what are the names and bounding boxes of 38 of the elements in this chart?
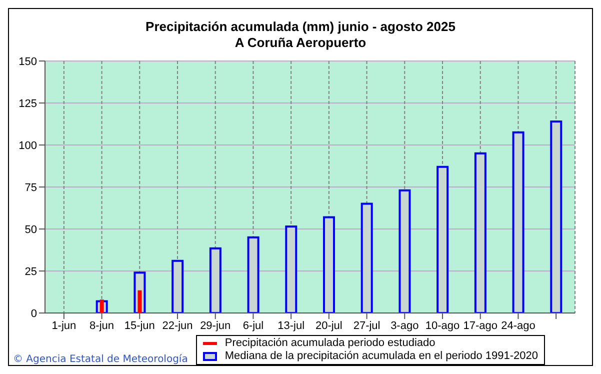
y-tick-label: 100 [18,140,37,152]
x-tick-label: 17-ago [463,320,498,332]
x-tick-label: 29-jun [200,320,231,332]
bar [285,225,298,313]
bar [550,120,562,313]
bar [100,300,104,313]
x-tick-label: 15-jun [124,320,155,332]
text: © Agencia Estatal de Meteorología [13,354,188,365]
bar [172,260,184,313]
y-tick-label: 125 [18,98,37,110]
x-tick-label: 8-jun [90,320,114,332]
x-tick-label: 6-jul [242,320,264,332]
x-tick-label: 13-jul [278,320,305,332]
x-tick-label: 20-jul [315,320,342,332]
x-tick-label: 22-jun [162,320,193,332]
chart-title: Precipitación acumulada (mm) junio - agosto 2025 [144,19,456,35]
y-tick-label: 0 [30,308,37,320]
bar [209,247,222,313]
y-tick-label: 50 [24,224,37,236]
bar [138,290,142,313]
bar [512,131,524,313]
chart-subtitle: A Coruña Aeropuerto [234,35,368,51]
bar [247,236,260,313]
x-tick-label: 10-ago [425,320,460,332]
x-tick-label: 24-ago [501,320,536,332]
y-tick-label: 150 [18,56,37,68]
bar [398,189,411,313]
bar [360,202,373,313]
x-tick-label: 27-jul [353,320,380,332]
bar [436,166,449,313]
legend-label: Mediana de la precipitación acumulada en el periodo 1991-2020 [224,350,538,363]
bar [323,216,335,313]
x-tick-label: 3-ago [390,320,419,332]
x-tick-label: 1-jun [52,320,76,332]
legend-label: Precipitación acumulada periodo estudiado [224,337,436,350]
y-tick-label: 75 [24,182,37,194]
bar [474,152,486,313]
y-tick-label: 25 [24,266,37,278]
